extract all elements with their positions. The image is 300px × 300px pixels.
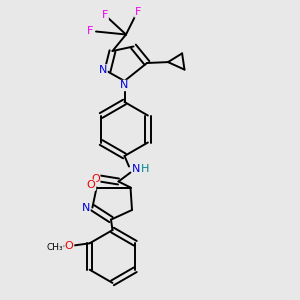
Text: CH₃: CH₃	[46, 243, 63, 252]
Text: N: N	[82, 203, 90, 213]
Text: N: N	[99, 65, 107, 75]
Text: O: O	[87, 180, 96, 190]
Text: F: F	[102, 10, 108, 20]
Text: H: H	[141, 164, 150, 175]
Text: F: F	[135, 7, 141, 17]
Text: O: O	[91, 173, 100, 184]
Text: F: F	[87, 26, 93, 37]
Text: N: N	[132, 164, 141, 175]
Text: O: O	[65, 241, 74, 251]
Text: N: N	[120, 80, 129, 91]
